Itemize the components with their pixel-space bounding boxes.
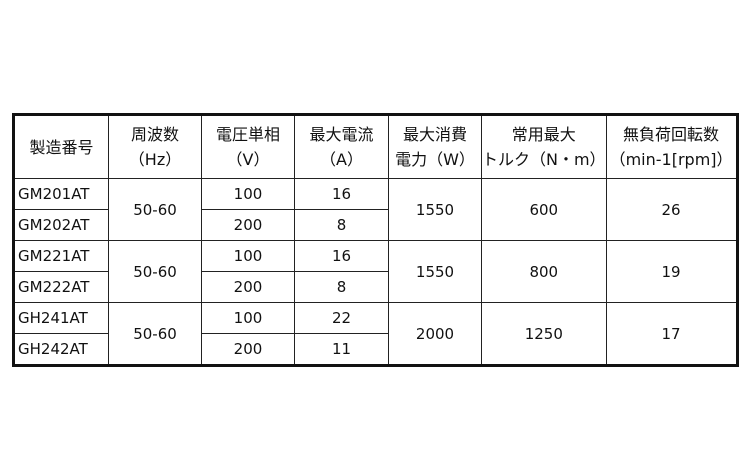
header-row: 製造番号 周波数 （Hz） 電圧単相 （V） 最大電流 （A） 最大消費 電力（W） 常… bbox=[13, 114, 738, 179]
current-cell: 8 bbox=[294, 271, 389, 303]
rpm-cell: 17 bbox=[605, 302, 738, 366]
model-cell: GM222AT bbox=[13, 271, 109, 303]
table-row: GM201AT 50-60 100 16 1550 600 26 bbox=[13, 178, 738, 241]
current-cell: 22 bbox=[294, 302, 389, 334]
model-cell: GM202AT bbox=[13, 209, 109, 241]
power-cell: 1550 bbox=[388, 178, 482, 241]
torque-cell: 800 bbox=[481, 240, 607, 303]
model-cell: GH242AT bbox=[13, 333, 109, 366]
header-power: 最大消費 電力（W） bbox=[388, 114, 482, 179]
header-torque: 常用最大 トルク（N・m） bbox=[481, 114, 607, 179]
voltage-cell: 200 bbox=[201, 271, 295, 303]
model-cell: GM221AT bbox=[13, 240, 109, 272]
header-voltage: 電圧単相 （V） bbox=[201, 114, 295, 179]
rpm-cell: 26 bbox=[605, 178, 738, 241]
model-cell: GH241AT bbox=[13, 302, 109, 334]
current-cell: 16 bbox=[294, 240, 389, 272]
frequency-cell: 50-60 bbox=[108, 178, 202, 241]
current-cell: 11 bbox=[294, 333, 389, 366]
torque-cell: 1250 bbox=[481, 302, 607, 366]
voltage-cell: 100 bbox=[201, 240, 295, 272]
header-current: 最大電流 （A） bbox=[294, 114, 389, 179]
table-row: GM202AT 200 8 bbox=[13, 209, 738, 241]
header-rpm: 無負荷回転数 （min-1[rpm]） bbox=[605, 114, 738, 179]
power-cell: 2000 bbox=[388, 302, 482, 366]
voltage-cell: 100 bbox=[201, 302, 295, 334]
table-row: GH242AT 200 11 bbox=[13, 333, 738, 366]
torque-cell: 600 bbox=[481, 178, 607, 241]
frequency-cell: 50-60 bbox=[108, 240, 202, 303]
header-model: 製造番号 bbox=[13, 114, 109, 179]
header-frequency: 周波数 （Hz） bbox=[108, 114, 202, 179]
rpm-cell: 19 bbox=[605, 240, 738, 303]
table-row: GM221AT 50-60 100 16 1550 800 19 bbox=[13, 240, 738, 303]
table-row: GH241AT 50-60 100 22 2000 1250 17 bbox=[13, 302, 738, 366]
current-cell: 8 bbox=[294, 209, 389, 241]
frequency-cell: 50-60 bbox=[108, 302, 202, 366]
model-cell: GM201AT bbox=[13, 178, 109, 210]
spec-table: 製造番号 周波数 （Hz） 電圧単相 （V） 最大電流 （A） 最大消費 電力（W） 常… bbox=[12, 113, 739, 367]
voltage-cell: 200 bbox=[201, 333, 295, 366]
power-cell: 1550 bbox=[388, 240, 482, 303]
current-cell: 16 bbox=[294, 178, 389, 210]
voltage-cell: 200 bbox=[201, 209, 295, 241]
voltage-cell: 100 bbox=[201, 178, 295, 210]
